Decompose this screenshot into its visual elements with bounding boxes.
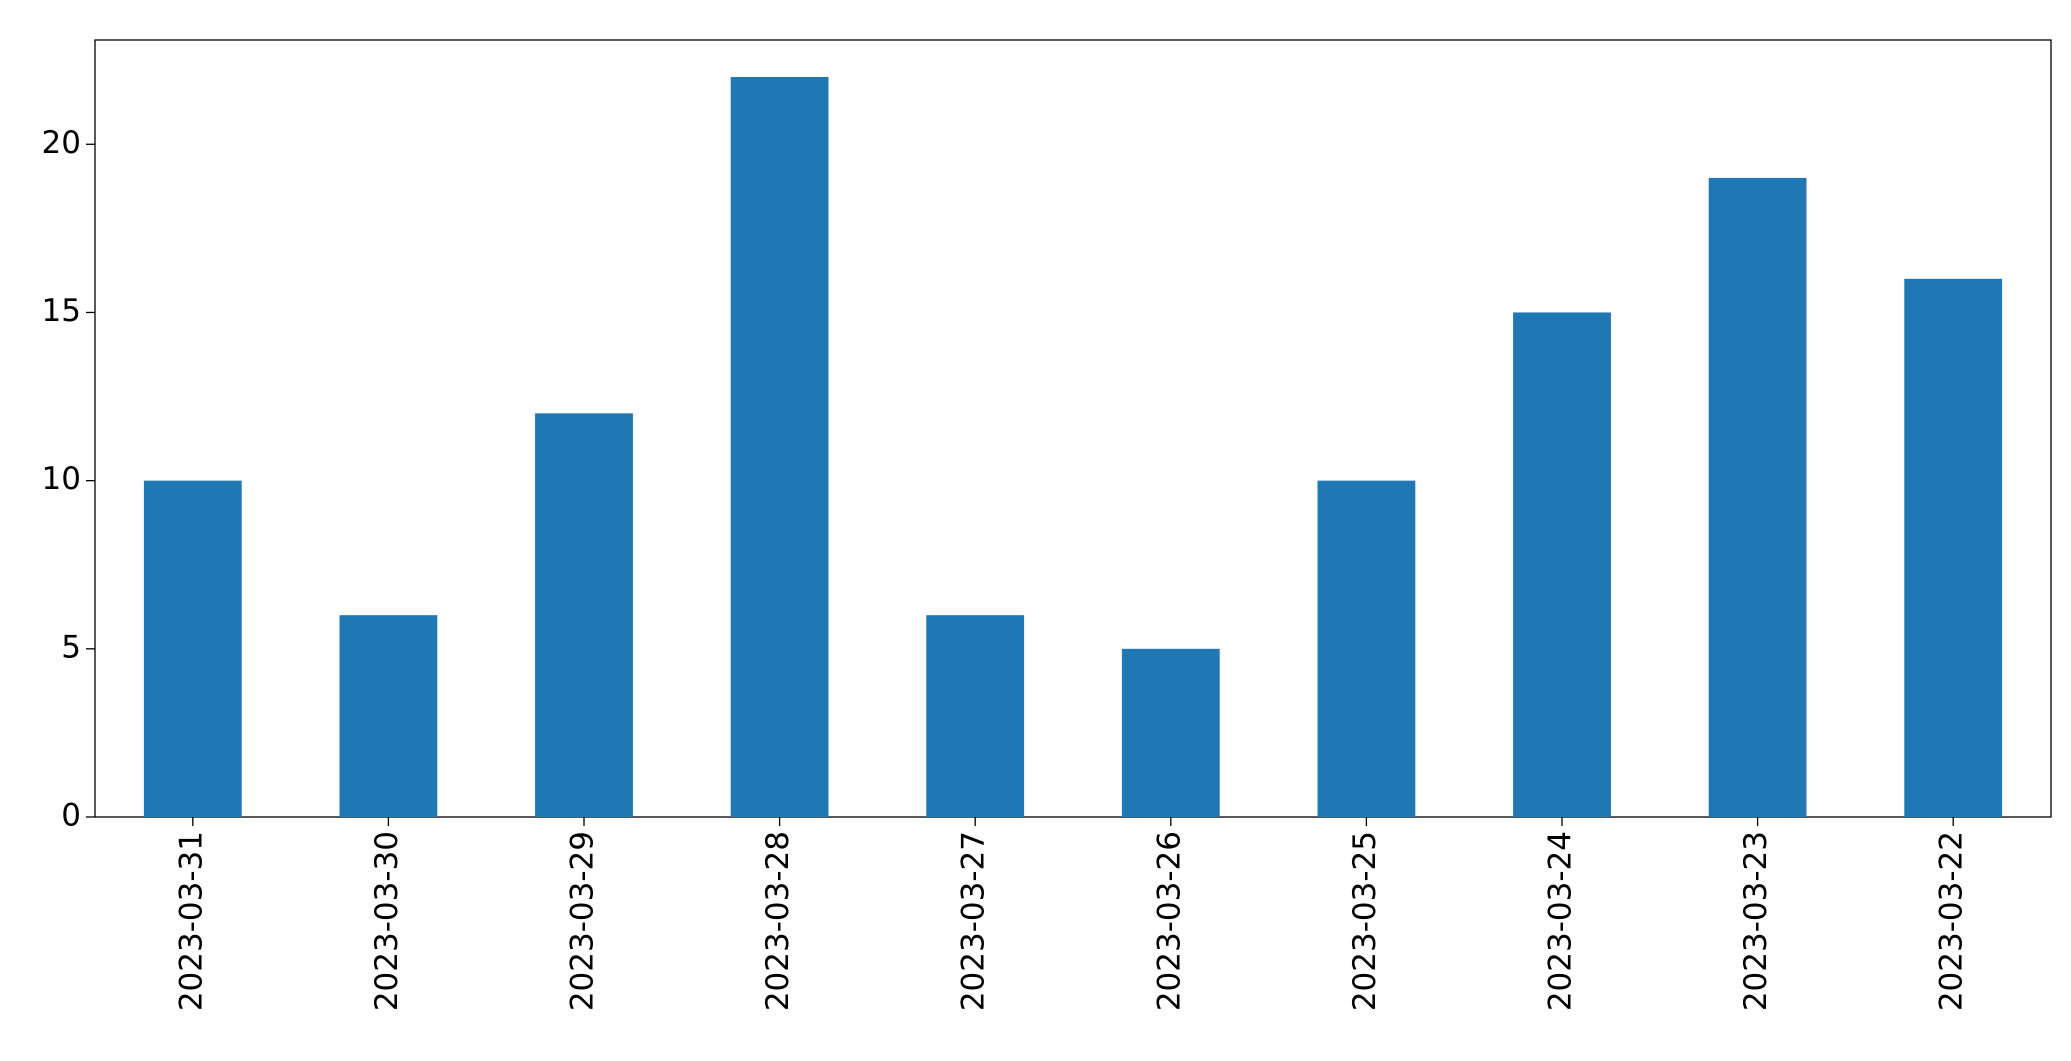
x-tick-label: 2023-03-24 — [1543, 831, 1579, 1011]
x-tick-label: 2023-03-28 — [760, 831, 796, 1011]
x-tick-label: 2023-03-23 — [1738, 831, 1774, 1011]
x-tick-label: 2023-03-31 — [173, 831, 209, 1011]
bar — [730, 77, 829, 817]
x-tick-label: 2023-03-27 — [956, 831, 992, 1011]
y-tick-label: 20 — [42, 125, 81, 161]
bar — [535, 413, 633, 817]
bar — [1513, 312, 1611, 817]
y-tick-label: 15 — [42, 293, 81, 329]
y-tick-label: 5 — [61, 629, 81, 665]
x-tick-label: 2023-03-22 — [1934, 831, 1970, 1011]
x-tick-label: 2023-03-30 — [369, 831, 405, 1011]
bar — [143, 480, 242, 817]
x-tick-label: 2023-03-26 — [1151, 831, 1187, 1011]
bar — [339, 615, 438, 817]
y-tick-label: 10 — [42, 461, 81, 497]
x-tick-label: 2023-03-29 — [565, 831, 601, 1011]
bar — [1904, 278, 2003, 817]
bar — [1121, 648, 1220, 817]
bar — [1708, 177, 1807, 818]
plot-frame — [94, 39, 2052, 818]
bar — [1317, 480, 1416, 817]
x-tick-label: 2023-03-25 — [1347, 831, 1383, 1011]
bar — [926, 615, 1025, 817]
y-tick-label: 0 — [61, 798, 81, 834]
